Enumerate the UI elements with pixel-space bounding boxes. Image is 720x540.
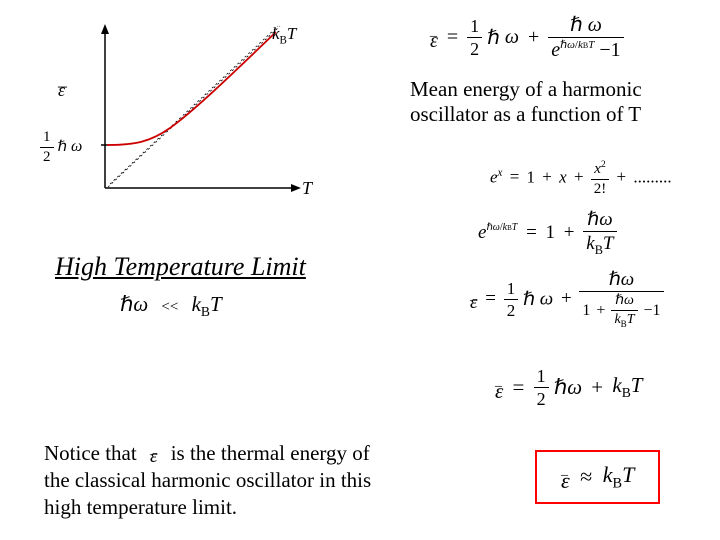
eps-expanded: _ ε = 1 2 ℏ ω + ℏω 1 + ℏω kBT −1: [470, 270, 664, 329]
taylor-series: ex = 1 + x + x2 2! + .........: [490, 160, 672, 197]
notice-paragraph: Notice that _ ε is the thermal energy of…: [44, 440, 444, 521]
x-axis-label: T: [302, 178, 312, 199]
final-formula: _ ε ≈ kBT: [561, 462, 634, 492]
exp-approx: eℏω/kBT = 1 + ℏω kBT: [478, 210, 617, 256]
y-tick-label: 1 2 ℏ ω: [40, 130, 82, 165]
graph-panel: _ ε 1 2 ℏ ω T kBT: [80, 20, 320, 220]
final-result-box: _ ε ≈ kBT: [535, 450, 660, 504]
y-axis-label: _ ε: [58, 74, 67, 96]
high-t-condition: ℏω << kBT: [120, 292, 222, 320]
planck-formula: _ ε = 1 2 ℏ ω + ℏ ω eℏω/kBT −1: [430, 15, 624, 60]
energy-vs-t-plot: [80, 20, 320, 220]
section-heading: High Temperature Limit: [55, 252, 306, 282]
asymptote-label: kBT: [272, 24, 296, 46]
figure-caption: Mean energy of a harmonic oscillator as …: [410, 77, 642, 127]
eps-simplified: _ ε = 1 2 ℏω + kBT: [495, 367, 642, 408]
